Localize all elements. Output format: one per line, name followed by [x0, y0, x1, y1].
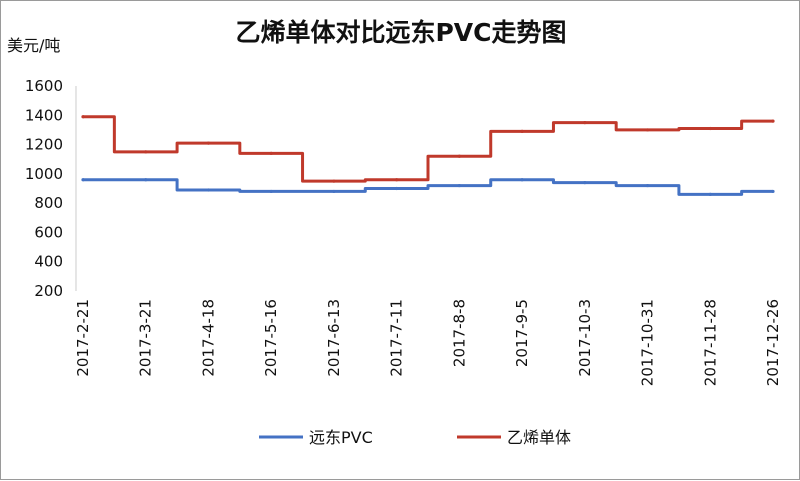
x-tick-label: 2017-5-16: [262, 299, 280, 377]
data-point: [269, 189, 273, 194]
data-point: [771, 189, 775, 194]
chart-title: 乙烯单体对比远东PVC走势图: [235, 18, 566, 47]
y-tick-label: 1600: [25, 77, 63, 95]
data-point: [144, 178, 148, 182]
x-tick-label: 2017-6-13: [325, 299, 343, 377]
data-point: [457, 183, 461, 188]
y-tick-label: 800: [34, 194, 63, 212]
data-point: [645, 183, 650, 188]
x-tick-label: 2017-4-18: [199, 299, 217, 377]
data-point: [395, 186, 399, 191]
x-tick-label: 2017-9-5: [513, 299, 531, 367]
y-tick-label: 1000: [25, 165, 63, 183]
y-axis-ticks: 200 400 600 800 1000 1200 1400 1600: [25, 77, 63, 300]
data-point: [645, 128, 650, 132]
data-point: [206, 141, 211, 145]
legend-label: 远东PVC: [309, 428, 373, 447]
data-point: [269, 151, 273, 155]
data-point: [81, 178, 85, 182]
x-tick-label: 2017-8-8: [450, 299, 468, 367]
y-tick-label: 1400: [25, 106, 63, 124]
data-point: [708, 192, 712, 196]
data-point: [144, 150, 148, 154]
x-tick-label: 2017-12-26: [764, 299, 782, 386]
data-point: [708, 126, 712, 131]
x-axis-ticks: 2017-2-21 2017-3-21 2017-4-18 2017-5-16 2017…: [74, 299, 782, 386]
y-tick-label: 400: [34, 253, 63, 271]
y-tick-label: 1200: [25, 136, 63, 154]
data-point: [81, 115, 85, 119]
data-point: [206, 188, 211, 192]
data-point: [771, 119, 775, 123]
x-tick-label: 2017-10-31: [639, 299, 657, 386]
y-axis-unit-label: 美元/吨: [7, 36, 60, 55]
data-point: [395, 178, 399, 182]
x-tick-label: 2017-3-21: [137, 299, 155, 377]
x-tick-label: 2017-10-3: [576, 299, 594, 377]
x-tick-label: 2017-11-28: [701, 299, 719, 386]
data-point: [583, 181, 587, 185]
data-point: [583, 121, 587, 125]
data-point: [332, 179, 336, 183]
x-tick-label: 2017-2-21: [74, 299, 92, 377]
legend-label: 乙烯单体: [507, 428, 571, 447]
data-point: [457, 154, 461, 158]
series-lines: [81, 115, 775, 196]
data-point: [520, 129, 524, 133]
x-tick-label: 2017-7-11: [388, 299, 406, 377]
y-tick-label: 600: [34, 223, 63, 241]
series-line-1: [83, 115, 773, 183]
data-point: [332, 189, 336, 194]
data-point: [520, 178, 524, 182]
series-line-0: [83, 178, 773, 196]
legend: 远东PVC 乙烯单体: [259, 428, 571, 447]
y-tick-label: 200: [34, 282, 63, 300]
